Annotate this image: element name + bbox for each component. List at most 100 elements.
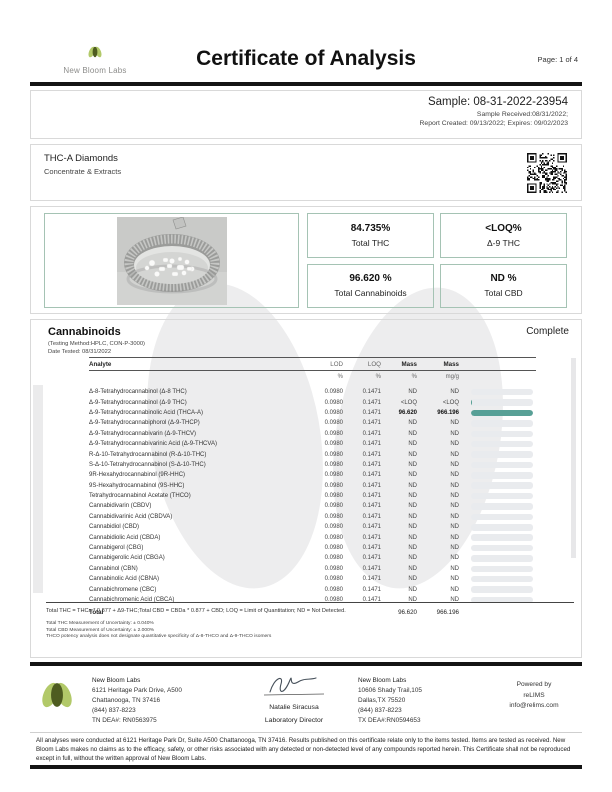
uncertainty-footnotes: Total THC Measurement of Uncertainty: ± … — [46, 621, 571, 641]
total-thc-value: 84.735% — [350, 222, 391, 234]
summary-d9-thc: <LOQ% Δ-9 THC — [440, 213, 567, 258]
total-cbd-value: ND % — [490, 273, 517, 285]
lab2-addr2: Dallas,TX 75520 — [358, 696, 406, 704]
loq-value: 0.1471 — [362, 420, 381, 427]
mass-mgg-value: ND — [450, 441, 459, 448]
lod-value: 0.0980 — [324, 534, 343, 541]
mass-pct-value: ND — [408, 441, 417, 448]
footer: New Bloom Labs 6121 Heritage Park Drive,… — [30, 672, 582, 730]
lod-value: 0.0980 — [324, 513, 343, 520]
total-cannabinoids-label: Total Cannabinoids — [334, 288, 407, 299]
col-loq: LOQ — [367, 360, 381, 368]
loq-value: 0.1471 — [362, 493, 381, 500]
header-logo: New Bloom Labs — [50, 44, 140, 75]
sample-received: Sample Received:08/31/2022; — [476, 110, 568, 118]
loq-value: 0.1471 — [362, 576, 381, 583]
lod-value: 0.0980 — [324, 430, 343, 437]
loq-value: 0.1471 — [362, 565, 381, 572]
analyte-name: Cannabigerol (CBG) — [89, 545, 144, 552]
section-title: Cannabinoids — [48, 326, 121, 338]
analyte-name: Δ-9-Tetrahydrocannabivarin (Δ-9-THCV) — [89, 430, 197, 437]
loq-value: 0.1471 — [362, 524, 381, 531]
lod-value: 0.0980 — [324, 586, 343, 593]
loq-value: 0.1471 — [362, 534, 381, 541]
lab2-dea: TX DEA#:RN0594653 — [358, 716, 421, 724]
mass-mgg-value: ND — [450, 524, 459, 531]
concentration-bar — [471, 534, 533, 541]
mass-pct-value: ND — [408, 430, 417, 437]
lab2-addr1: 10606 Shady Trail,105 — [358, 686, 422, 694]
col-mass-pct: Mass — [401, 360, 417, 368]
lab1-addr1: 6121 Heritage Park Drive, A500 — [92, 686, 182, 694]
concentration-bar — [471, 524, 533, 531]
lod-value: 0.0980 — [324, 389, 343, 396]
table-row: Cannabichromene (CBC) 0.0980 0.1471 ND N… — [89, 584, 576, 594]
lod-value: 0.0980 — [324, 441, 343, 448]
mass-mgg-value: ND — [450, 534, 459, 541]
logo-text: New Bloom Labs — [63, 66, 127, 75]
col-analyte: Analyte — [89, 360, 112, 368]
concentration-bar — [471, 399, 533, 406]
concentration-bar — [471, 492, 533, 500]
concentration-bar — [471, 513, 533, 521]
unit-loq: % — [375, 374, 381, 380]
lod-value: 0.0980 — [324, 576, 343, 583]
lod-value: 0.0980 — [324, 472, 343, 479]
page-number: Page: 1 of 4 — [537, 55, 578, 64]
concentration-bar — [471, 440, 533, 448]
loq-value: 0.1471 — [362, 545, 381, 552]
mass-mgg-value: ND — [450, 513, 459, 520]
analyte-name: Δ-9-Tetrahydrocannabiphorol (Δ-9-THCP) — [89, 420, 200, 427]
mass-pct-value: ND — [408, 565, 417, 572]
lab1-dea: TN DEA#: RN0563975 — [92, 716, 157, 724]
table-row: Cannabidiolic Acid (CBDA) 0.0980 0.1471 … — [89, 532, 576, 542]
report-dates: Report Created: 09/13/2022; Expires: 09/… — [419, 120, 569, 127]
table-row: Cannabigerolic Acid (CBGA) 0.0980 0.1471… — [89, 553, 576, 563]
analyte-name: Tetrahydrocannabinol Acetate (THCO) — [89, 493, 191, 500]
table-row: Cannabichromenic Acid (CBCA) 0.0980 0.14… — [89, 595, 576, 605]
summary-total-cannabinoids: 96.620 % Total Cannabinoids — [307, 263, 434, 308]
sample-info-box: Sample: 08-31-2022-23954 Sample Received… — [30, 90, 582, 139]
loq-value: 0.1471 — [362, 409, 381, 416]
watermark-strip-right — [571, 358, 576, 558]
powered-by-label: Powered by — [516, 681, 552, 688]
lod-value: 0.0980 — [324, 409, 343, 416]
analyte-name: Cannabidiolic Acid (CBDA) — [89, 534, 161, 541]
lod-value: 0.0980 — [324, 555, 343, 562]
testing-method: (Testing Method:HPLC, CON-P-3000) — [48, 341, 145, 347]
table-row: 9R-Hexahydrocannabinol (9R-HHC) 0.0980 0… — [89, 470, 576, 480]
table-row: Cannabidiol (CBD) 0.0980 0.1471 ND ND — [89, 522, 576, 532]
page-title: Certificate of Analysis — [196, 47, 416, 70]
analyte-name: R-Δ-10-Tetrahydrocannabinol (R-Δ-10-THC) — [89, 451, 207, 458]
mass-mgg-value: ND — [450, 389, 459, 396]
d9-thc-value: <LOQ% — [485, 222, 522, 234]
table-row: Cannabidivarinic Acid (CBDVA) 0.0980 0.1… — [89, 512, 576, 522]
loq-value: 0.1471 — [362, 430, 381, 437]
table-body: Δ-8-Tetrahydrocannabinol (Δ-8 THC) 0.098… — [89, 387, 576, 605]
total-row: Total 96.620 966.196 — [89, 606, 576, 618]
mass-mgg-value: ND — [450, 597, 459, 603]
loq-value: 0.1471 — [362, 472, 381, 479]
concentration-bar-fill — [471, 399, 473, 406]
concentration-bar — [471, 503, 533, 510]
product-name: THC-A Diamonds — [44, 153, 118, 164]
mass-pct-value: ND — [408, 389, 417, 396]
lab2-phone: (844) 837-8223 — [358, 706, 402, 714]
lod-value: 0.0980 — [324, 399, 343, 406]
loq-value: 0.1471 — [362, 461, 381, 468]
lod-value: 0.0980 — [324, 461, 343, 468]
mass-mgg-value: ND — [450, 586, 459, 593]
table-row: Cannabinolic Acid (CBNA) 0.0980 0.1471 N… — [89, 574, 576, 584]
concentration-bar — [471, 461, 533, 469]
analyte-name: Δ-9-Tetrahydrocannabivarinic Acid (Δ-9-T… — [89, 441, 217, 448]
mass-pct-value: ND — [408, 513, 417, 520]
mass-pct-value: ND — [408, 493, 417, 500]
loq-value: 0.1471 — [362, 399, 381, 406]
concentration-bar — [471, 430, 533, 437]
lod-value: 0.0980 — [324, 420, 343, 427]
mass-mgg-value: <LOQ — [442, 399, 459, 406]
concentration-bar — [471, 472, 533, 479]
mass-pct-value: ND — [408, 597, 417, 603]
mass-pct-value: ND — [408, 545, 417, 552]
